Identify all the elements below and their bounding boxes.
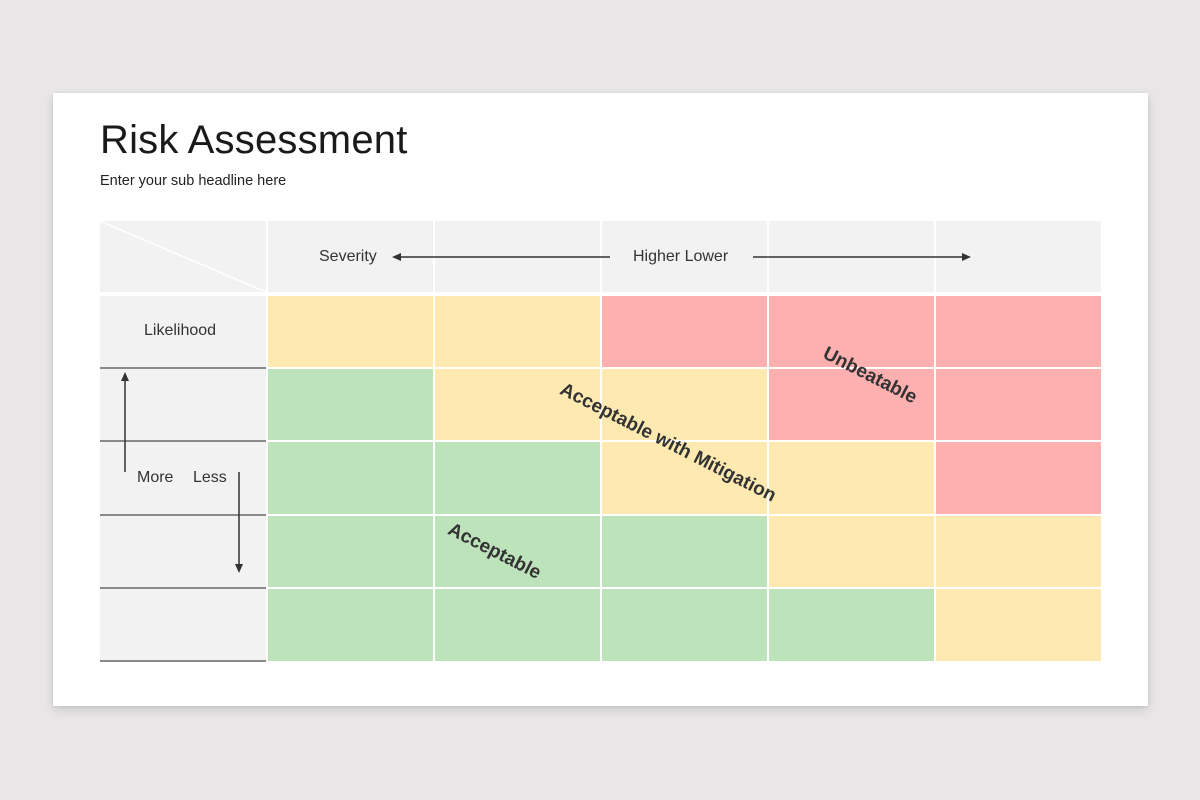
- risk-cell-red: [769, 296, 934, 367]
- side-divider: [100, 440, 266, 442]
- risk-cell-yellow: [769, 516, 934, 587]
- side-divider: [100, 514, 266, 516]
- side-divider: [100, 660, 266, 662]
- risk-cell-red: [936, 296, 1101, 367]
- arrow-left-icon: [392, 253, 610, 261]
- risk-cell-green: [268, 442, 433, 514]
- risk-cell-yellow: [268, 296, 433, 367]
- arrow-up-icon: [121, 372, 129, 472]
- severity-label: Severity: [319, 248, 377, 265]
- direction-label: Higher Lower: [633, 248, 729, 265]
- risk-cell-green: [602, 516, 767, 587]
- arrow-down-icon: [235, 472, 243, 573]
- risk-cell-yellow: [435, 369, 600, 440]
- risk-cell-yellow: [769, 442, 934, 514]
- header-cell-3: [602, 221, 767, 292]
- risk-cell-green: [268, 369, 433, 440]
- risk-cell-red: [602, 296, 767, 367]
- risk-cell-red: [936, 442, 1101, 514]
- risk-cell-yellow: [602, 369, 767, 440]
- risk-cell-green: [268, 516, 433, 587]
- arrow-right-icon: [753, 253, 971, 261]
- page-title: Risk Assessment: [100, 118, 408, 162]
- risk-cell-red: [936, 369, 1101, 440]
- risk-cell-green: [435, 589, 600, 661]
- risk-cell-red: [769, 369, 934, 440]
- more-label: More: [137, 469, 174, 486]
- risk-cell-yellow: [936, 516, 1101, 587]
- likelihood-label: Likelihood: [144, 322, 217, 339]
- sub-headline: Enter your sub headline here: [100, 173, 287, 189]
- risk-cell-yellow: [936, 589, 1101, 661]
- corner-diagonal: [99, 220, 267, 293]
- less-label: Less: [193, 469, 227, 486]
- risk-cell-green: [435, 442, 600, 514]
- side-divider: [100, 587, 266, 589]
- side-divider: [100, 367, 266, 369]
- risk-cell-green: [268, 589, 433, 661]
- risk-cell-green: [602, 589, 767, 661]
- risk-cell-yellow: [435, 296, 600, 367]
- risk-cell-green: [435, 516, 600, 587]
- risk-cell-yellow: [602, 442, 767, 514]
- risk-cell-green: [769, 589, 934, 661]
